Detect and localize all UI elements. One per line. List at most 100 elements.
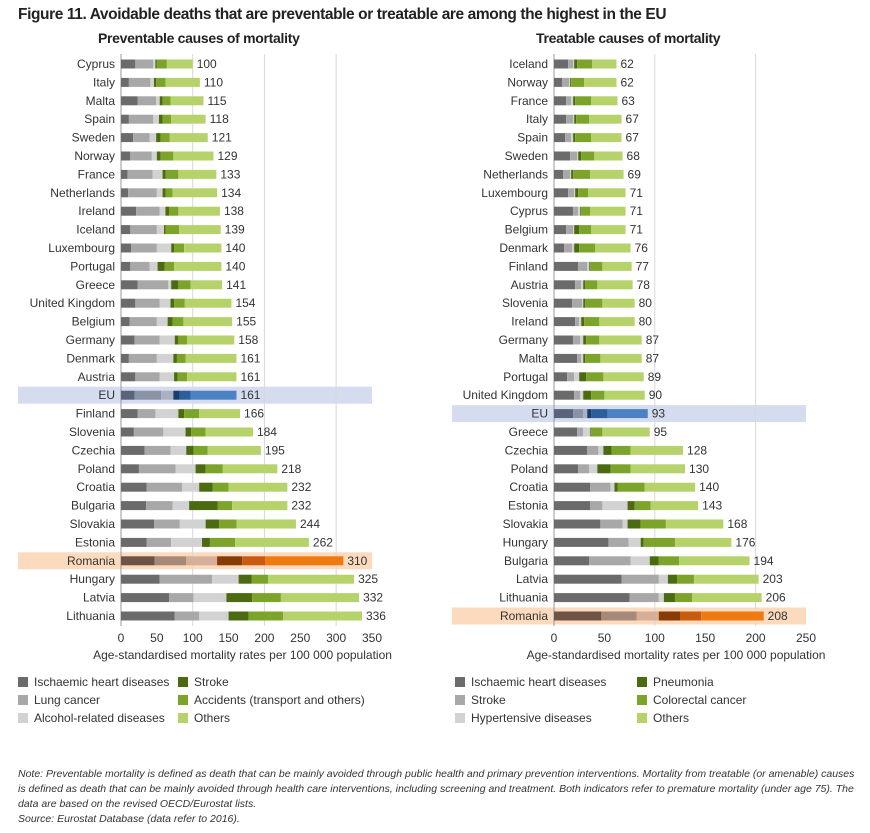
category-label: Greece — [76, 278, 116, 292]
legend-swatch — [178, 677, 188, 687]
category-label: Malta — [86, 94, 116, 108]
bar-segment — [179, 519, 206, 529]
bar-segment — [193, 593, 227, 603]
bar-segment — [130, 261, 150, 271]
category-label: Estonia — [75, 535, 115, 549]
bar-segment — [571, 169, 574, 179]
bar-segment — [694, 574, 759, 584]
total-label: 208 — [768, 609, 788, 623]
total-label: 140 — [225, 241, 245, 255]
x-tick-label: 50 — [150, 631, 164, 645]
bar-segment — [169, 133, 208, 143]
bar-segment — [153, 114, 160, 124]
category-label: Bulgaria — [71, 499, 115, 513]
bar-segment — [563, 169, 571, 179]
bar-segment — [554, 390, 575, 400]
category-label: Cyprus — [510, 204, 548, 218]
total-label: 161 — [240, 388, 260, 402]
category-label: Iceland — [509, 57, 548, 71]
legend-label: Ischaemic heart diseases — [471, 675, 607, 689]
total-label: 62 — [620, 57, 634, 71]
total-label: 80 — [639, 315, 653, 329]
bar-segment — [163, 427, 186, 437]
bar-segment — [195, 464, 206, 474]
bar-segment — [232, 501, 288, 511]
bar-segment — [121, 372, 136, 382]
bar-segment — [133, 427, 164, 437]
bar-segment — [135, 372, 160, 382]
bar-segment — [603, 372, 644, 382]
total-label: 139 — [225, 223, 245, 237]
bar-segment — [569, 77, 571, 87]
total-label: 336 — [366, 609, 386, 623]
bar-segment — [573, 335, 581, 345]
bar-segment — [209, 537, 236, 547]
bar-segment — [134, 390, 162, 400]
bar-segment — [159, 96, 163, 106]
bar-segment — [554, 133, 566, 143]
bar-segment — [571, 96, 574, 106]
legend-swatch — [178, 713, 188, 723]
bar-segment — [575, 133, 592, 143]
bar-segment — [178, 206, 220, 216]
total-label: 206 — [766, 591, 786, 605]
total-label: 232 — [291, 480, 311, 494]
bar-segment — [583, 427, 591, 437]
legend-item-accidents: Accidents (transport and others) — [178, 693, 365, 707]
legend-item-others: Others — [637, 711, 689, 725]
total-label: 140 — [699, 480, 719, 494]
bar-segment — [193, 445, 208, 455]
bar-segment — [156, 96, 160, 106]
bar-segment — [590, 206, 626, 216]
bar-segment — [554, 96, 567, 106]
bar-segment — [554, 501, 591, 511]
total-label: 195 — [265, 443, 285, 457]
total-label: 262 — [313, 535, 333, 549]
bar-segment — [630, 556, 650, 566]
bar-segment — [579, 317, 582, 327]
total-label: 100 — [197, 57, 217, 71]
category-label: United Kingdom — [463, 388, 548, 402]
bar-segment — [162, 96, 171, 106]
bar-segment — [574, 225, 580, 235]
bar-segment — [602, 501, 628, 511]
category-label: Ireland — [78, 204, 115, 218]
legend-swatch — [637, 713, 647, 723]
bar-segment — [573, 133, 576, 143]
bar-segment — [573, 169, 591, 179]
bar-segment — [584, 317, 600, 327]
bar-segment — [173, 353, 177, 363]
bar-segment — [587, 409, 592, 419]
category-label: Slovenia — [69, 425, 115, 439]
bar-segment — [610, 464, 631, 474]
category-label: Iceland — [76, 223, 115, 237]
total-label: 71 — [630, 223, 644, 237]
category-label: Czechia — [505, 443, 549, 457]
bar-segment — [582, 298, 584, 308]
bar-segment — [186, 372, 237, 382]
bar-segment — [127, 169, 153, 179]
bar-segment — [629, 593, 659, 603]
legend-item-pneumonia: Pneumonia — [637, 675, 714, 689]
bar-segment — [165, 225, 180, 235]
bar-segment — [150, 77, 154, 87]
bar-segment — [590, 501, 603, 511]
bar-segment — [581, 206, 591, 216]
total-label: 68 — [627, 149, 641, 163]
bar-segment — [589, 114, 622, 124]
bar-segment — [554, 77, 563, 87]
bar-segment — [179, 225, 221, 235]
bar-segment — [663, 593, 675, 603]
category-label: Italy — [526, 112, 548, 126]
bar-segment — [573, 225, 575, 235]
bar-segment — [205, 519, 220, 529]
bar-segment — [121, 206, 137, 216]
category-label: Belgium — [72, 315, 115, 329]
bar-segment — [554, 427, 578, 437]
bar-segment — [186, 445, 194, 455]
legend-label: Others — [194, 711, 231, 725]
bar-segment — [658, 611, 680, 621]
bar-segment — [184, 298, 232, 308]
category-label: Latvia — [83, 591, 115, 605]
